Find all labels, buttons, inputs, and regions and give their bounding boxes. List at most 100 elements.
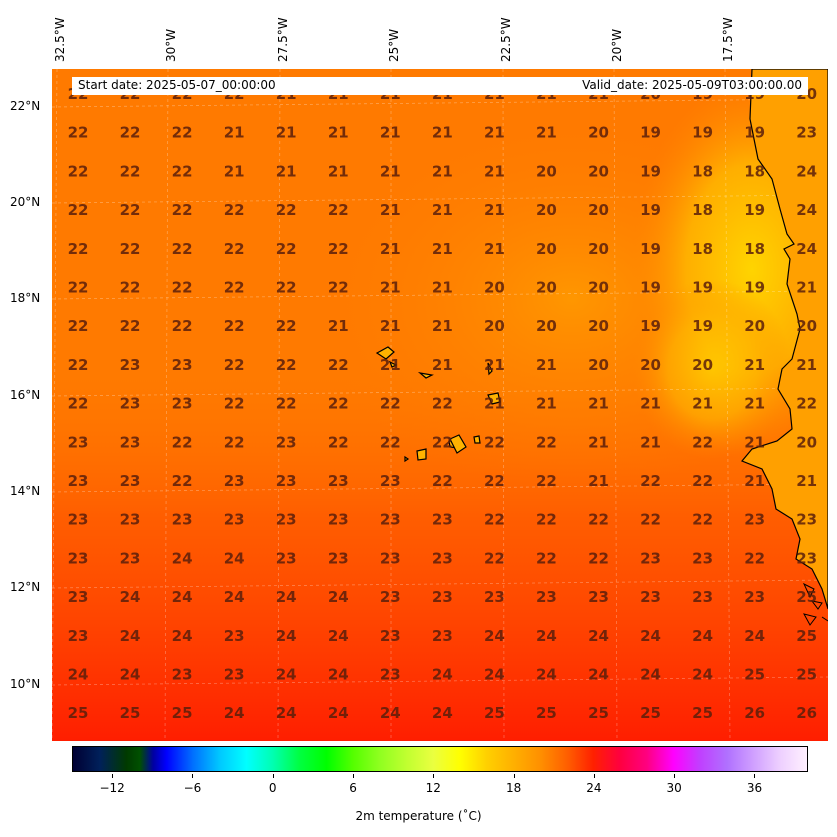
temperature-value: 24 — [692, 666, 713, 684]
temperature-value: 21 — [432, 201, 453, 219]
temperature-value: 24 — [328, 666, 349, 684]
map-canvas: 22 22 22 22 21 21 21 21 21 21 21 20 19 19 20 22 22 22 21 21… — [52, 69, 828, 741]
temperature-value: 22 — [276, 395, 297, 413]
temperature-value: 22 — [224, 356, 245, 374]
temperature-value: 23 — [68, 627, 89, 645]
temperature-value: 22 — [120, 201, 141, 219]
temperature-value: 25 — [744, 666, 765, 684]
temperature-value: 22 — [796, 395, 817, 413]
temperature-value: 21 — [328, 124, 349, 142]
colorbar-tick — [433, 774, 435, 778]
temperature-value: 24 — [744, 627, 765, 645]
temperature-value: 21 — [224, 124, 245, 142]
temperature-value: 21 — [640, 395, 661, 413]
temperature-value: 22 — [328, 240, 349, 258]
temperature-value: 24 — [224, 704, 245, 722]
temperature-value: 23 — [484, 588, 505, 606]
temperature-value: 22 — [640, 511, 661, 529]
temperature-value: 21 — [796, 279, 817, 297]
temperature-value: 24 — [380, 704, 401, 722]
lat-label: 22°N — [10, 99, 41, 113]
temperature-value: 21 — [380, 279, 401, 297]
cool-upwelling — [632, 279, 792, 459]
temperature-value: 21 — [536, 124, 557, 142]
temperature-value: 20 — [588, 356, 609, 374]
temperature-value: 22 — [328, 201, 349, 219]
temperature-value: 19 — [640, 317, 661, 335]
temperature-value: 22 — [172, 433, 193, 451]
temperature-value: 22 — [120, 124, 141, 142]
temperature-value: 22 — [172, 317, 193, 335]
temperature-value: 20 — [484, 279, 505, 297]
temperature-value: 25 — [640, 704, 661, 722]
temperature-value: 25 — [588, 704, 609, 722]
temperature-value: 22 — [172, 279, 193, 297]
temperature-value: 22 — [328, 433, 349, 451]
temperature-value: 22 — [68, 240, 89, 258]
temperature-value: 23 — [380, 511, 401, 529]
temperature-value: 22 — [484, 549, 505, 567]
graticule — [52, 69, 828, 741]
temperature-value: 20 — [692, 356, 713, 374]
temperature-value: 20 — [588, 201, 609, 219]
cape-verde-islands — [375, 346, 501, 463]
lon-label: 17.5°W — [721, 17, 735, 62]
temperature-value: 20 — [484, 317, 505, 335]
temperature-value: 19 — [640, 124, 661, 142]
temperature-value: 23 — [120, 549, 141, 567]
temperature-value: 22 — [276, 317, 297, 335]
temperature-value: 21 — [744, 433, 765, 451]
temperature-value: 24 — [588, 666, 609, 684]
temperature-value: 23 — [120, 433, 141, 451]
temperature-value: 21 — [484, 356, 505, 374]
temperature-value: 24 — [276, 627, 297, 645]
temperature-value: 21 — [744, 356, 765, 374]
colorbar-tick-label: −6 — [183, 781, 202, 795]
temperature-value: 22 — [172, 162, 193, 180]
temperature-value: 20 — [588, 240, 609, 258]
temperature-value: 23 — [276, 511, 297, 529]
temperature-value: 21 — [484, 162, 505, 180]
temperature-value: 21 — [380, 124, 401, 142]
temperature-value: 22 — [68, 356, 89, 374]
temperature-value: 22 — [68, 162, 89, 180]
temperature-value: 23 — [68, 511, 89, 529]
temperature-value: 22 — [484, 511, 505, 529]
temperature-value: 20 — [588, 317, 609, 335]
lon-label: 20°W — [610, 28, 624, 62]
temperature-value: 22 — [68, 124, 89, 142]
temperature-value: 23 — [796, 549, 817, 567]
temperature-value: 24 — [328, 588, 349, 606]
temperature-value: 25 — [692, 704, 713, 722]
temperature-value: 23 — [68, 472, 89, 490]
temperature-value: 20 — [796, 317, 817, 335]
temperature-value: 21 — [536, 395, 557, 413]
temperature-value: 21 — [484, 201, 505, 219]
temperature-map[interactable]: 22 22 22 22 21 21 21 21 21 21 21 20 19 19 20 22 22 22 21 21… — [52, 69, 828, 741]
temperature-value: 21 — [640, 433, 661, 451]
temperature-value: 21 — [484, 395, 505, 413]
colorbar-tick-label: −12 — [99, 781, 125, 795]
colorbar-tick — [593, 774, 595, 778]
temperature-value: 24 — [68, 666, 89, 684]
temperature-value: 22 — [588, 549, 609, 567]
temperature-value: 23 — [224, 627, 245, 645]
lon-label: 27.5°W — [276, 17, 290, 62]
colorbar-tick-label: 18 — [505, 781, 522, 795]
colorbar-tick-label: 12 — [425, 781, 441, 795]
temperature-value: 22 — [536, 549, 557, 567]
temperature-value: 25 — [172, 704, 193, 722]
temperature-value: 22 — [536, 433, 557, 451]
temperature-value: 23 — [328, 511, 349, 529]
temperature-value: 22 — [484, 433, 505, 451]
temperature-value: 22 — [536, 511, 557, 529]
temperature-value: 23 — [692, 549, 713, 567]
temperature-value: 18 — [692, 240, 713, 258]
colorbar — [72, 746, 808, 772]
temperature-value: 23 — [796, 124, 817, 142]
temperature-value: 23 — [276, 472, 297, 490]
temperature-value: 24 — [432, 704, 453, 722]
temperature-value: 23 — [744, 588, 765, 606]
temperature-value: 24 — [640, 666, 661, 684]
temperature-value: 23 — [432, 549, 453, 567]
